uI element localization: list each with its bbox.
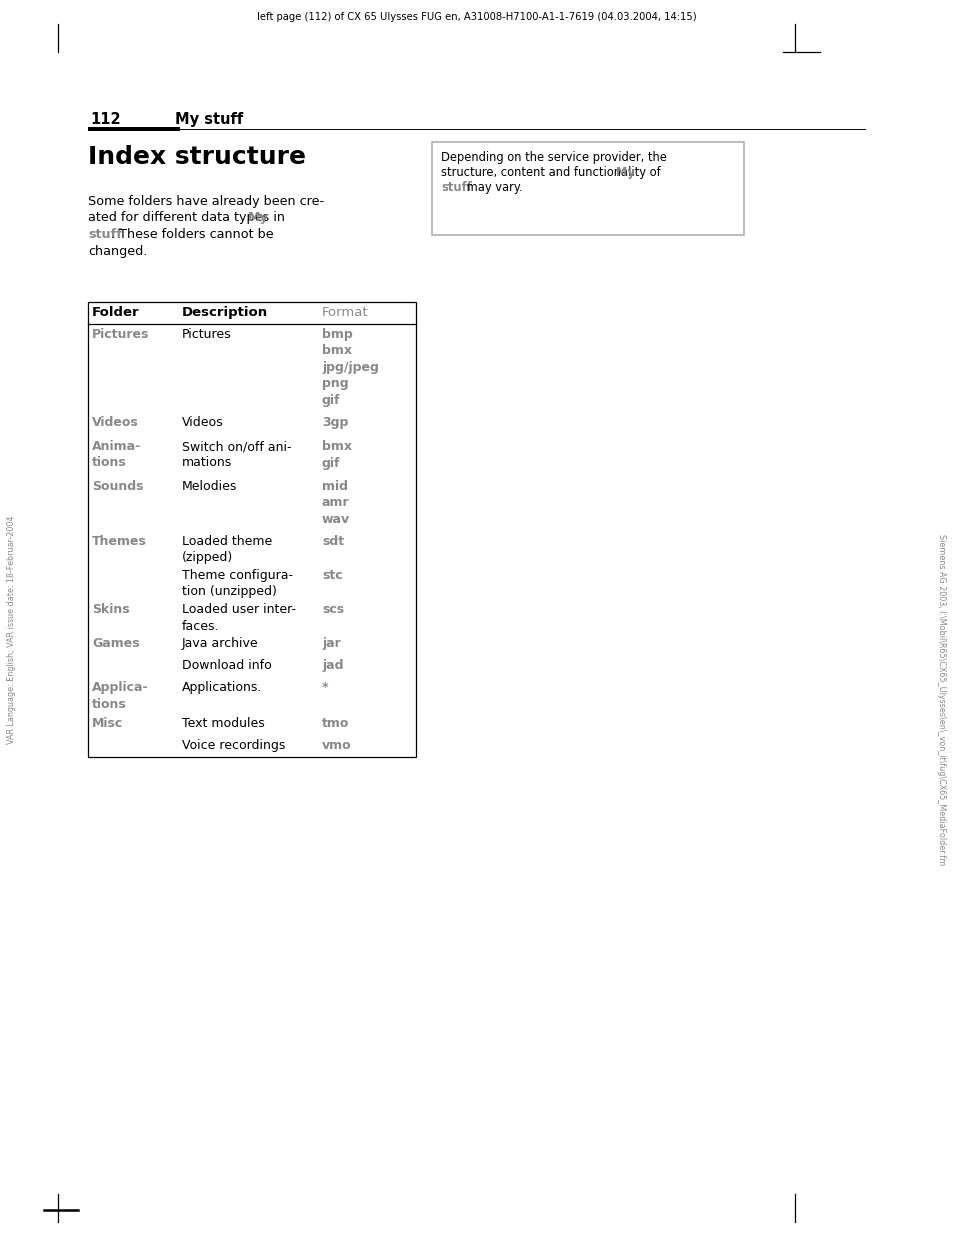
Text: 3gp: 3gp [322, 416, 348, 429]
Text: Games: Games [91, 637, 139, 650]
Text: Anima-
tions: Anima- tions [91, 440, 141, 470]
Text: stc: stc [322, 569, 342, 582]
Text: changed.: changed. [88, 244, 147, 258]
Text: Voice recordings: Voice recordings [182, 739, 285, 753]
Text: sdt: sdt [322, 535, 344, 548]
Text: vmo: vmo [322, 739, 352, 753]
Text: tmo: tmo [322, 716, 349, 730]
Text: Skins: Skins [91, 603, 130, 616]
Text: stuff: stuff [440, 181, 472, 194]
Bar [88, 302, 416, 758]
Text: Applica-
tions: Applica- tions [91, 682, 149, 710]
Text: Format: Format [322, 307, 368, 319]
Text: Pictures: Pictures [182, 328, 232, 341]
Text: bmp
bmx
jpg/jpeg
png
gif: bmp bmx jpg/jpeg png gif [322, 328, 378, 407]
Text: Some folders have already been cre-: Some folders have already been cre- [88, 196, 324, 208]
Text: mid
amr
wav: mid amr wav [322, 480, 350, 526]
Text: bmx
gif: bmx gif [322, 440, 352, 470]
Text: left page (112) of CX 65 Ulysses FUG en, A31008-H7100-A1-1-7619 (04.03.2004, 14:: left page (112) of CX 65 Ulysses FUG en,… [257, 12, 696, 22]
Text: My stuff: My stuff [174, 112, 243, 127]
Text: Loaded user inter-
faces.: Loaded user inter- faces. [182, 603, 295, 633]
Text: Java archive: Java archive [182, 637, 258, 650]
Text: . These folders cannot be: . These folders cannot be [111, 228, 274, 240]
Text: Themes: Themes [91, 535, 147, 548]
Text: 112: 112 [90, 112, 120, 127]
Text: My: My [248, 212, 269, 224]
Text: *: * [322, 682, 328, 694]
Text: Depending on the service provider, the: Depending on the service provider, the [440, 151, 666, 164]
Text: Text modules: Text modules [182, 716, 265, 730]
Text: Misc: Misc [91, 716, 123, 730]
Text: Download info: Download info [182, 659, 272, 672]
Text: Pictures: Pictures [91, 328, 150, 341]
Text: Applications.: Applications. [182, 682, 262, 694]
Text: Theme configura-
tion (unzipped): Theme configura- tion (unzipped) [182, 569, 293, 598]
Text: VAR Language: English; VAR issue date: 18-Februar-2004: VAR Language: English; VAR issue date: 1… [8, 516, 16, 744]
Text: Loaded theme
(zipped): Loaded theme (zipped) [182, 535, 272, 564]
Text: Folder: Folder [91, 307, 139, 319]
Text: stuff: stuff [88, 228, 122, 240]
Text: My: My [616, 166, 634, 179]
Text: Videos: Videos [91, 416, 138, 429]
Text: structure, content and functionality of: structure, content and functionality of [440, 166, 663, 179]
Text: Sounds: Sounds [91, 480, 143, 493]
Text: jad: jad [322, 659, 343, 672]
Text: ated for different data types in: ated for different data types in [88, 212, 289, 224]
Text: Switch on/off ani-
mations: Switch on/off ani- mations [182, 440, 292, 470]
Text: Videos: Videos [182, 416, 223, 429]
Text: Melodies: Melodies [182, 480, 237, 493]
Bar [88, 127, 180, 131]
Text: Description: Description [182, 307, 268, 319]
Bar [432, 142, 743, 235]
Text: jar: jar [322, 637, 340, 650]
Text: may vary.: may vary. [462, 181, 522, 194]
Text: scs: scs [322, 603, 344, 616]
Text: Siemens AG 2003, I:\Mobil\R65\CX65_Ulysses\en\_von_it\fug\CX65_MediaFolder.fm: Siemens AG 2003, I:\Mobil\R65\CX65_Ulyss… [937, 535, 945, 866]
Text: Index structure: Index structure [88, 145, 306, 169]
